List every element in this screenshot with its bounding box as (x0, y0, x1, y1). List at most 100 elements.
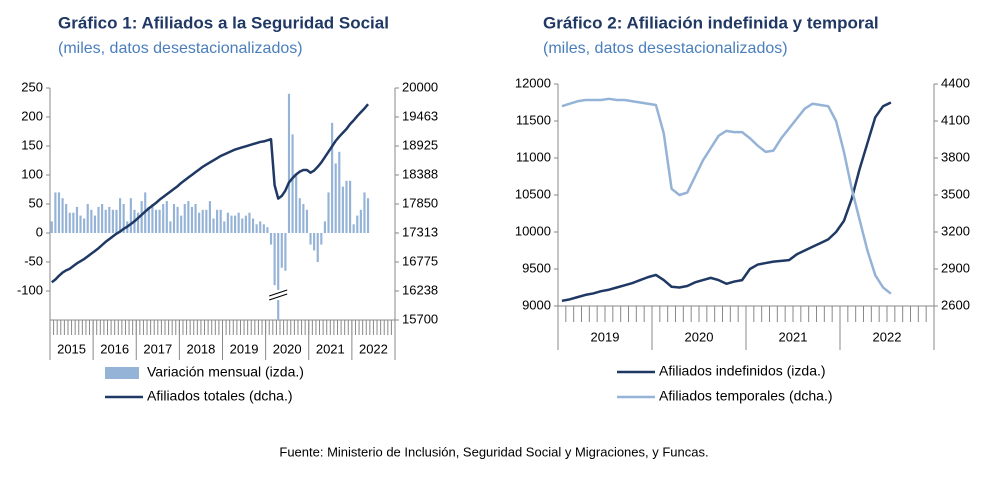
bar (345, 180, 348, 233)
bar (298, 198, 301, 233)
bar (363, 192, 366, 233)
y-tick-label: 50 (29, 195, 43, 210)
bar (111, 209, 114, 233)
bar (162, 204, 165, 233)
bar (280, 233, 283, 268)
x-tick-label: 2021 (779, 329, 808, 344)
bar (190, 206, 194, 233)
bar (234, 215, 237, 233)
bar (183, 204, 186, 233)
y-tick-label: 9000 (522, 297, 551, 312)
axis-break-bg (268, 290, 289, 300)
chart-subtitle: (miles, datos desestacionalizados) (58, 40, 303, 57)
bar (251, 218, 255, 233)
y2-tick-label: 3800 (941, 149, 970, 164)
bar (219, 209, 222, 233)
y-tick-label: 100 (21, 166, 43, 181)
bar (50, 221, 53, 233)
bar (323, 221, 326, 233)
bar (316, 233, 319, 262)
bar (201, 209, 204, 233)
bar (187, 201, 190, 233)
line (561, 97, 892, 295)
line (561, 101, 892, 303)
legend-label: Afiliados temporales (dcha.) (659, 388, 833, 404)
bar (327, 192, 330, 233)
axis-break (269, 293, 288, 301)
chart-title: Gráfico 2: Afiliación indefinida y tempo… (543, 13, 879, 32)
bar (61, 198, 64, 233)
bar (147, 206, 150, 233)
bar (302, 204, 305, 233)
y-tick-label: -100 (17, 282, 43, 297)
y-tick-label: 9500 (522, 260, 551, 275)
bar (277, 233, 280, 320)
y2-tick-label: 16238 (402, 282, 438, 297)
y2-tick-label: 16775 (402, 253, 438, 268)
y2-tick-label: 4400 (941, 75, 970, 90)
y-tick-label: 11500 (516, 112, 551, 127)
bar (165, 201, 168, 233)
bar (248, 212, 251, 233)
x-tick-label: 2021 (316, 341, 345, 356)
y-tick-label: -50 (24, 253, 43, 268)
y2-tick-label: 20000 (402, 79, 438, 94)
x-tick-label: 2020 (273, 341, 302, 356)
bar (269, 233, 273, 245)
bar (334, 163, 337, 233)
bar (104, 209, 107, 233)
bar (366, 198, 370, 233)
bar (212, 218, 215, 233)
bar (119, 198, 122, 233)
line (51, 103, 370, 284)
bar (115, 209, 118, 233)
bar (108, 206, 111, 233)
bar (309, 233, 312, 245)
bar (259, 221, 262, 233)
y-tick-label: 200 (21, 108, 43, 123)
legend-label: Afiliados indefinidos (izda.) (659, 363, 826, 379)
bar (169, 221, 172, 233)
legend-label: Afiliados totales (dcha.) (147, 388, 293, 404)
x-tick-label: 2022 (359, 341, 388, 356)
bar (338, 151, 341, 233)
bar (86, 204, 89, 233)
y2-tick-label: 19463 (402, 108, 438, 123)
y-tick-label: 0 (36, 224, 43, 239)
y2-tick-label: 4100 (941, 112, 970, 127)
bar (194, 204, 197, 233)
bar (284, 233, 287, 271)
bar (151, 204, 154, 233)
x-tick-label: 2022 (873, 329, 902, 344)
bar (331, 122, 334, 233)
bar (79, 215, 82, 233)
y-tick-label: 150 (21, 137, 43, 152)
bar (75, 206, 79, 233)
y-tick-label: 11000 (516, 149, 551, 164)
bar (241, 218, 244, 233)
bar (90, 209, 93, 233)
bar (313, 233, 316, 251)
bar (97, 206, 100, 233)
bar (205, 209, 208, 233)
bar (208, 201, 211, 233)
chart-subtitle: (miles, datos desestacionalizados) (543, 40, 788, 57)
x-tick-label: 2019 (230, 341, 259, 356)
bar (266, 227, 269, 233)
bar (349, 180, 352, 233)
bar (198, 212, 201, 233)
y-tick-label: 250 (21, 79, 43, 94)
bar (230, 215, 233, 233)
y2-tick-label: 2900 (941, 260, 970, 275)
bar (54, 192, 57, 233)
y2-tick-label: 18388 (402, 166, 438, 181)
y-tick-label: 12000 (515, 75, 551, 90)
y2-tick-label: 18925 (402, 137, 438, 152)
bar (65, 204, 68, 233)
bar (93, 215, 96, 233)
bar (72, 212, 75, 233)
bar (305, 209, 309, 233)
y2-tick-label: 17313 (402, 224, 438, 239)
y2-tick-label: 17850 (402, 195, 438, 210)
